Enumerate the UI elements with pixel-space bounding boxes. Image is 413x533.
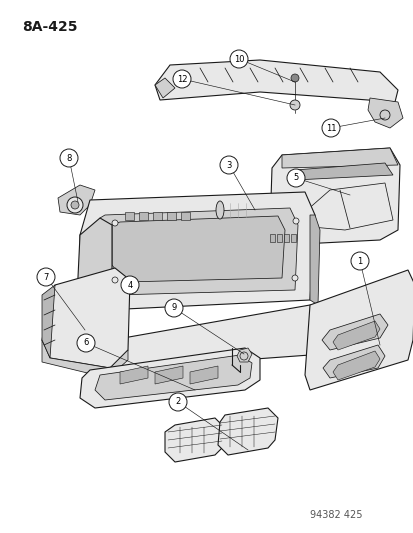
Circle shape	[219, 156, 237, 174]
Polygon shape	[309, 215, 319, 305]
Text: 2: 2	[175, 398, 180, 407]
Polygon shape	[154, 60, 397, 102]
Polygon shape	[42, 268, 130, 368]
Polygon shape	[139, 212, 147, 220]
Text: 12: 12	[176, 75, 187, 84]
Polygon shape	[290, 234, 295, 242]
Text: 94382 425: 94382 425	[309, 510, 362, 520]
Circle shape	[112, 277, 118, 283]
Polygon shape	[294, 163, 392, 180]
Polygon shape	[332, 321, 379, 350]
Circle shape	[60, 149, 78, 167]
Polygon shape	[42, 340, 128, 378]
Circle shape	[67, 197, 83, 213]
Text: 1: 1	[356, 256, 362, 265]
Text: 5: 5	[293, 174, 298, 182]
Circle shape	[37, 268, 55, 286]
Text: 10: 10	[233, 54, 244, 63]
Polygon shape	[154, 78, 175, 98]
Circle shape	[112, 220, 118, 226]
Text: 6: 6	[83, 338, 88, 348]
Circle shape	[165, 299, 183, 317]
Polygon shape	[281, 148, 397, 168]
Ellipse shape	[216, 201, 223, 219]
Circle shape	[230, 50, 247, 68]
Polygon shape	[125, 212, 134, 220]
Circle shape	[291, 275, 297, 281]
Polygon shape	[322, 345, 384, 378]
Text: 8A-425: 8A-425	[22, 20, 77, 34]
Polygon shape	[269, 234, 274, 242]
Polygon shape	[95, 355, 252, 400]
Circle shape	[173, 70, 190, 88]
Text: 11: 11	[325, 124, 335, 133]
Polygon shape	[289, 183, 392, 230]
Polygon shape	[236, 348, 252, 362]
Circle shape	[289, 100, 299, 110]
Polygon shape	[276, 234, 281, 242]
Polygon shape	[166, 212, 176, 220]
Circle shape	[286, 169, 304, 187]
Circle shape	[290, 74, 298, 82]
Polygon shape	[321, 314, 387, 350]
Polygon shape	[112, 216, 284, 282]
Text: 3: 3	[226, 160, 231, 169]
Circle shape	[77, 334, 95, 352]
Polygon shape	[75, 218, 112, 355]
Polygon shape	[218, 408, 277, 455]
Circle shape	[71, 201, 79, 209]
Polygon shape	[269, 148, 399, 245]
Polygon shape	[332, 351, 379, 380]
Text: 7: 7	[43, 272, 49, 281]
Polygon shape	[100, 208, 297, 295]
Circle shape	[292, 218, 298, 224]
Polygon shape	[58, 185, 95, 215]
Text: 8: 8	[66, 154, 71, 163]
Polygon shape	[120, 366, 147, 384]
Circle shape	[321, 119, 339, 137]
Polygon shape	[154, 366, 183, 384]
Polygon shape	[283, 234, 288, 242]
Polygon shape	[367, 98, 402, 128]
Polygon shape	[85, 305, 317, 370]
Polygon shape	[80, 348, 259, 408]
Circle shape	[350, 252, 368, 270]
Circle shape	[121, 276, 139, 294]
Polygon shape	[219, 202, 257, 218]
Text: 9: 9	[171, 303, 176, 312]
Polygon shape	[190, 366, 218, 384]
Polygon shape	[304, 270, 413, 390]
Text: 4: 4	[127, 280, 132, 289]
Circle shape	[169, 393, 187, 411]
Polygon shape	[42, 285, 55, 358]
Polygon shape	[80, 192, 314, 310]
Polygon shape	[153, 212, 161, 220]
Polygon shape	[180, 212, 190, 220]
Polygon shape	[165, 418, 224, 462]
